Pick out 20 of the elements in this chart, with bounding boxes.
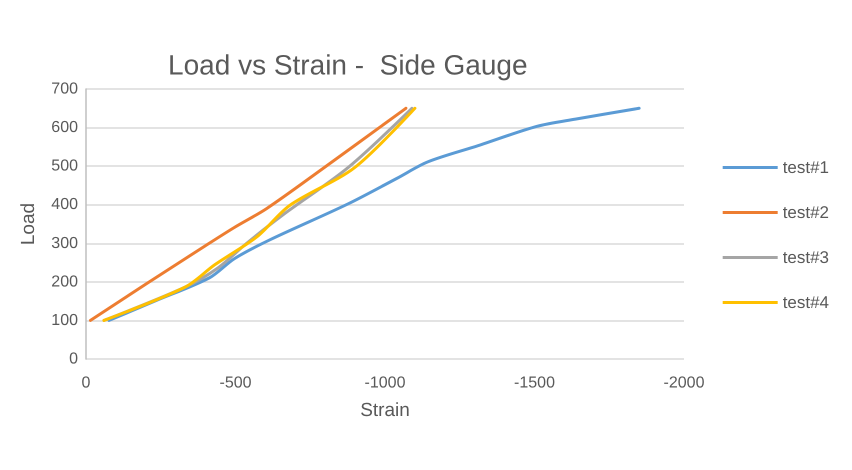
legend-label: test#1 <box>782 158 829 177</box>
legend-label: test#2 <box>782 203 829 222</box>
x-tick-label: -1000 <box>364 374 406 392</box>
y-tick-label: 0 <box>69 350 78 368</box>
y-tick-label: 500 <box>51 158 78 175</box>
y-tick-label: 100 <box>51 312 78 329</box>
x-tick-label: 0 <box>82 374 91 392</box>
y-tick-label: 200 <box>51 273 78 290</box>
y-tick-label: 400 <box>51 196 78 214</box>
legend-label: test#3 <box>782 248 829 267</box>
y-tick-label: 700 <box>51 80 78 98</box>
x-tick-label: -500 <box>219 374 252 392</box>
y-axis-title: Load <box>18 202 39 246</box>
x-tick-label: -1500 <box>514 374 556 392</box>
legend-label: test#4 <box>782 293 829 312</box>
x-tick-label: -2000 <box>664 374 705 392</box>
chart-title: Load vs Strain - Side Gauge <box>168 50 528 80</box>
y-tick-label: 600 <box>51 119 78 136</box>
x-axis-title: Strain <box>360 400 410 421</box>
y-tick-label: 300 <box>51 234 78 252</box>
